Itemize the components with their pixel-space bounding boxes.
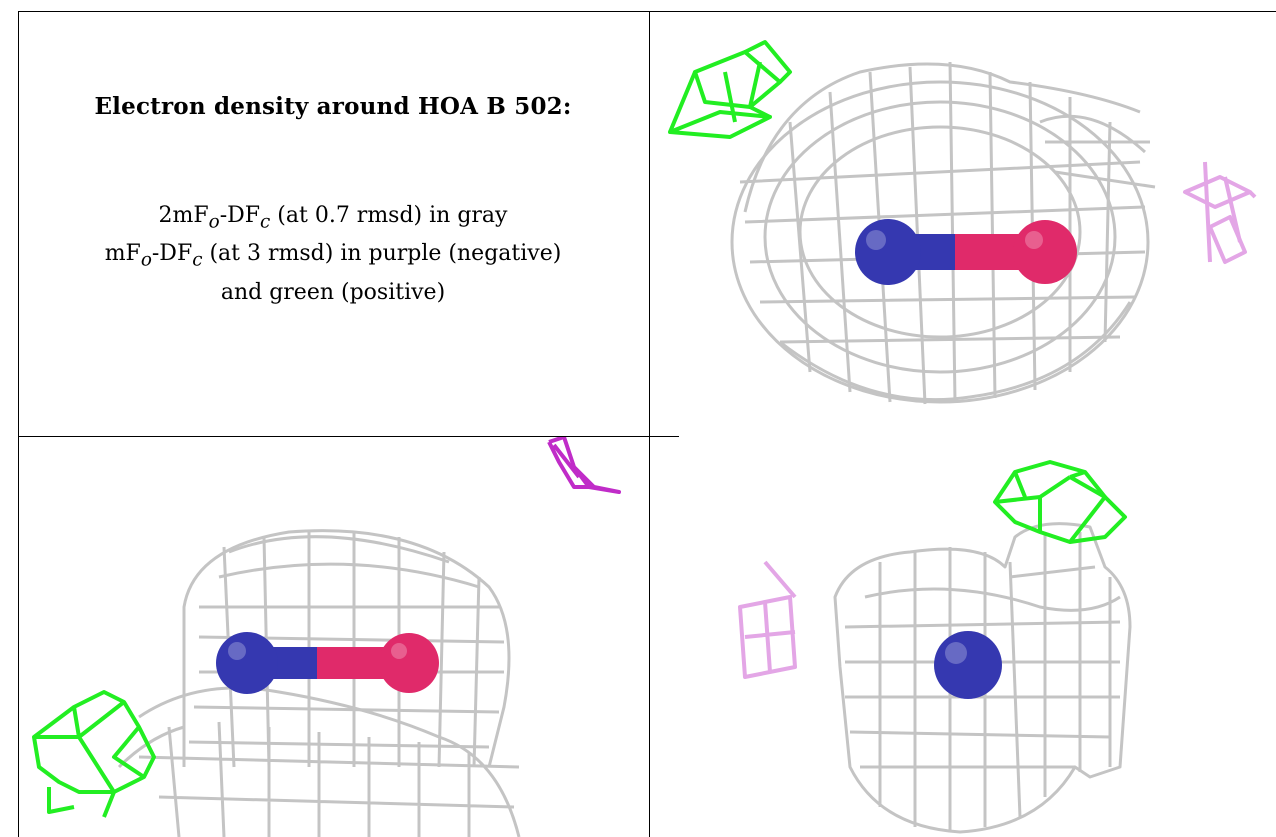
positive-density-green xyxy=(993,460,1127,544)
caption-line-fofc: mFo-DFc (at 3 rmsd) in purple (negative) xyxy=(104,241,562,271)
caption-line-2fofc: 2mFo-DFc (at 0.7 rmsd) in gray xyxy=(158,203,508,233)
density-view-bottom-right xyxy=(650,437,1276,837)
caption-line-colors: and green (positive) xyxy=(220,279,446,305)
negative-density-purple xyxy=(1183,161,1257,264)
density-view-bottom-left xyxy=(19,437,649,837)
frame-mid xyxy=(649,11,650,837)
caption-title: Electron density around HOA B 502: xyxy=(94,93,572,120)
hoa-molecule xyxy=(855,219,1077,285)
frame-left xyxy=(18,11,19,837)
frame-row-divider xyxy=(18,436,679,437)
negative-density-purple xyxy=(547,437,621,494)
positive-density-green xyxy=(668,40,792,139)
caption-panel: Electron density around HOA B 502: 2mFo-… xyxy=(18,0,648,437)
density-view-top-right xyxy=(650,12,1276,436)
frame-top xyxy=(18,11,1276,12)
hoa-molecule xyxy=(934,631,1002,699)
negative-density-purple xyxy=(738,560,797,679)
gray-mesh xyxy=(730,61,1156,405)
hoa-molecule xyxy=(216,632,439,694)
gray-mesh xyxy=(117,529,521,837)
positive-density-green xyxy=(32,690,156,818)
